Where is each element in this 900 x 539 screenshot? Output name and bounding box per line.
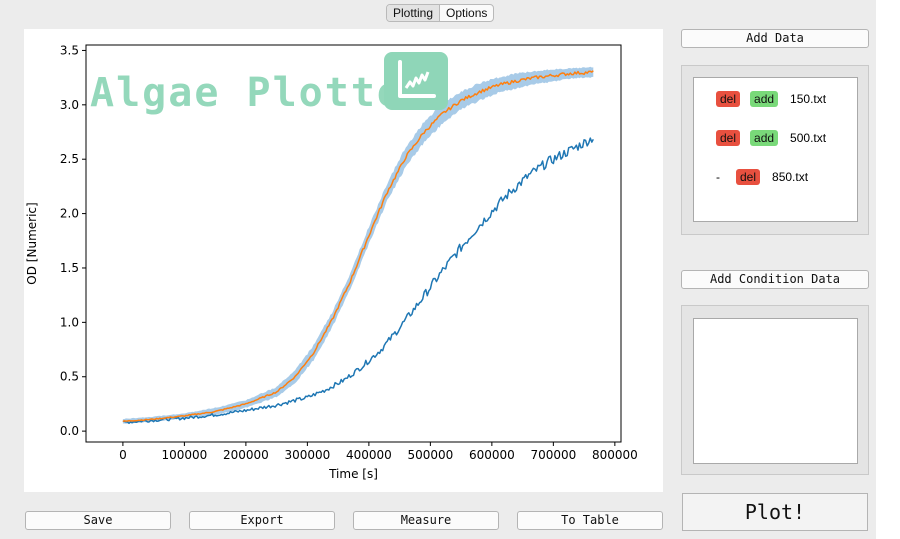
y-tick-label: 1.5 [60,261,79,275]
tab-bar: Plotting Options [386,4,495,22]
file-prefix: - [716,170,720,184]
axes-frame [85,44,622,443]
add-data-button[interactable]: Add Data [681,29,869,48]
add-file-button[interactable]: add [750,91,779,107]
x-tick-label: 800000 [592,448,638,462]
tab-plotting[interactable]: Plotting [387,5,441,21]
delete-file-button[interactable]: del [716,91,741,107]
delete-file-button[interactable]: del [736,169,761,185]
save-button[interactable]: Save [25,511,171,530]
x-tick-label: 0 [119,448,127,462]
export-button[interactable]: Export [189,511,335,530]
app-title-watermark: Algae Plotter [90,70,430,116]
y-tick-label: 0.0 [60,424,79,438]
condition-data-group [681,305,869,475]
file-name: 150.txt [790,92,827,106]
add-condition-data-button[interactable]: Add Condition Data [681,270,869,289]
y-tick-label: 1.0 [60,315,79,329]
y-tick-label: 3.0 [60,98,79,112]
error-band [122,66,594,424]
y-axis-label: OD [Numeric] [25,202,39,284]
delete-file-button[interactable]: del [716,130,741,146]
y-tick-label: 2.0 [60,207,79,221]
y-tick-label: 0.5 [60,370,79,384]
x-tick-label: 100000 [161,448,207,462]
x-tick-label: 400000 [346,448,392,462]
y-tick-label: 3.5 [60,43,79,57]
plot-canvas: 0 100000 200000 300000 400000 500000 600000 700… [24,29,663,492]
series-line-blue [122,137,594,425]
condition-data-list [693,318,858,464]
tab-options[interactable]: Options [446,6,488,20]
list-item: - del 850.txt [716,169,808,185]
measure-button[interactable]: Measure [353,511,499,530]
line-chart: 0 100000 200000 300000 400000 500000 600000 700… [25,43,638,481]
file-name: 500.txt [790,131,827,145]
add-file-button[interactable]: add [750,130,779,146]
data-files-list: del add 150.txt del add 500.txt - del 85… [693,77,858,222]
list-item: del add 500.txt [716,130,826,146]
x-tick-label: 600000 [469,448,515,462]
x-axis-label: Time [s] [328,467,378,481]
x-tick-label: 700000 [530,448,576,462]
y-tick-label: 2.5 [60,152,79,166]
x-tick-label: 200000 [223,448,269,462]
x-tick-label: 300000 [284,448,330,462]
data-files-group: del add 150.txt del add 500.txt - del 85… [681,65,869,235]
plot-button[interactable]: Plot! [682,493,868,531]
to-table-button[interactable]: To Table [517,511,663,530]
series-line-orange [122,70,594,423]
list-item: del add 150.txt [716,91,826,107]
x-tick-label: 500000 [407,448,453,462]
file-name: 850.txt [772,170,809,184]
chart-icon [384,52,448,110]
